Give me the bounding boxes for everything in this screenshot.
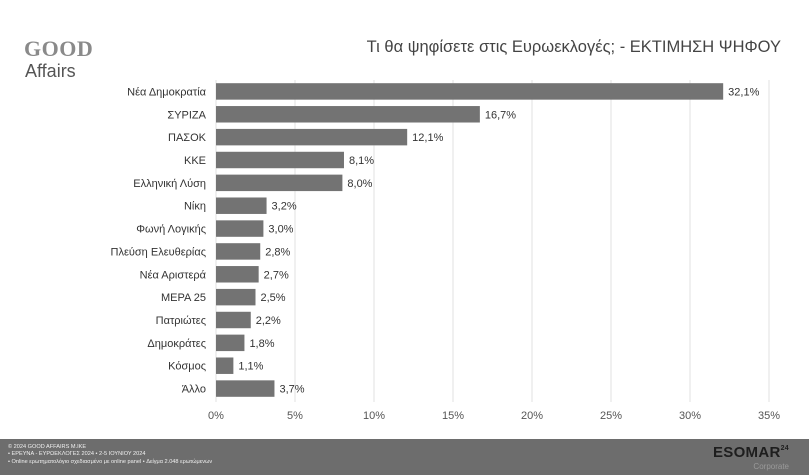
bar <box>216 151 344 169</box>
category-label: Φωνή Λογικής <box>136 224 206 236</box>
bar <box>216 174 343 192</box>
category-label: Δημοκράτες <box>147 338 206 350</box>
bar <box>216 266 259 283</box>
bar <box>216 380 275 397</box>
category-label: Νέα Αριστερά <box>140 269 207 281</box>
value-label: 32,1% <box>728 86 759 98</box>
bar <box>216 106 480 123</box>
category-label: Πλεύση Ελευθερίας <box>111 246 206 258</box>
logo: GOOD Affairs <box>24 36 114 86</box>
esomar-text: ESOMAR <box>712 444 781 461</box>
value-label: 3,0% <box>268 224 293 236</box>
category-label: Νίκη <box>184 201 206 213</box>
bar-chart: 0% 5% 10% 15% 20% 25% 30% 35% Νέα Δημοκρατία 32,1… <box>111 80 780 422</box>
x-tick-label: 25% <box>600 410 622 422</box>
value-label: 1,1% <box>238 361 263 373</box>
bar <box>216 357 234 374</box>
footer-method: • Online ερωτηματολόγιο σχεδιασμένο με o… <box>8 458 213 465</box>
value-label: 8,1% <box>349 155 374 167</box>
footer: © 2024 GOOD AFFAIRS M.IKE • ΕΡΕΥΝΑ - ΕΥΡ… <box>0 439 809 475</box>
value-label: 12,1% <box>412 132 443 144</box>
bar <box>216 311 251 329</box>
category-label: Ελληνική Λύση <box>133 178 206 190</box>
value-label: 1,8% <box>249 338 274 350</box>
value-label: 2,2% <box>256 315 281 327</box>
category-label: Πατριώτες <box>156 315 206 327</box>
bar <box>216 220 264 237</box>
x-tick-label: 35% <box>758 410 780 422</box>
category-label: Άλλο <box>182 384 206 396</box>
value-label: 2,5% <box>261 292 286 304</box>
chart-title: Τι θα ψηφίσετε στις Ευρωεκλογές; - ΕΚΤΙΜ… <box>366 38 781 56</box>
value-label: 3,2% <box>272 201 297 213</box>
category-label: ΚΚΕ <box>184 155 206 167</box>
value-label: 16,7% <box>485 109 516 121</box>
value-label: 8,0% <box>347 178 372 190</box>
x-tick-label: 0% <box>208 410 224 422</box>
x-tick-label: 30% <box>679 410 701 422</box>
bar <box>216 83 724 100</box>
category-label: ΣΥΡΙΖΑ <box>167 109 206 121</box>
value-label: 3,7% <box>279 384 304 396</box>
footer-notes: © 2024 GOOD AFFAIRS M.IKE • ΕΡΕΥΝΑ - ΕΥΡ… <box>8 444 212 466</box>
bar <box>216 197 267 214</box>
bar <box>216 288 256 306</box>
esomar-number: 24 <box>780 445 789 452</box>
bar <box>216 128 408 146</box>
esomar-logo: ESOMAR24 <box>713 444 789 461</box>
category-label: ΠΑΣΟΚ <box>168 132 207 144</box>
footer-survey: • ΕΡΕΥΝΑ - ΕΥΡΩΕΚΛΟΓΕΣ 2024 • 2-5 ΙΟΥΝΙΟ… <box>8 451 146 458</box>
category-label: Κόσμος <box>168 361 206 373</box>
logo-affairs: Affairs <box>25 61 76 81</box>
value-label: 2,8% <box>265 246 290 258</box>
x-tick-label: 5% <box>287 410 303 422</box>
x-tick-label: 20% <box>521 410 543 422</box>
x-tick-label: 15% <box>442 410 464 422</box>
bar <box>216 243 261 260</box>
category-label: ΜΕΡΑ 25 <box>161 292 206 304</box>
logo-good: GOOD <box>24 36 94 61</box>
esomar-corporate: Corporate <box>753 462 789 471</box>
value-label: 2,7% <box>264 269 289 281</box>
footer-copyright: © 2024 GOOD AFFAIRS M.IKE <box>8 444 87 450</box>
x-tick-label: 10% <box>363 410 385 422</box>
bar <box>216 334 245 352</box>
category-label: Νέα Δημοκρατία <box>127 86 206 98</box>
